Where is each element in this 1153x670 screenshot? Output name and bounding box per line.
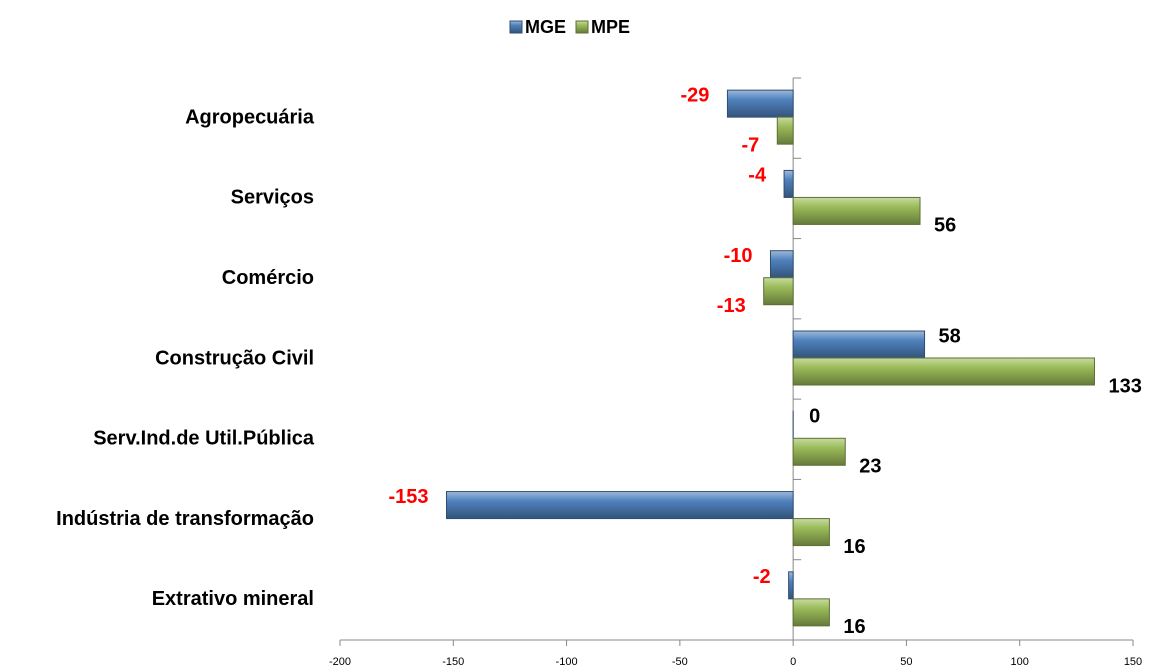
bar: [792, 196, 921, 225]
x-tick-label: 150: [1124, 656, 1142, 668]
category-label: Construção Civil: [155, 347, 314, 369]
x-tick-label: 0: [790, 656, 796, 668]
value-label: -10: [724, 245, 753, 267]
bar: [445, 491, 794, 520]
legend-label: MGE: [525, 17, 566, 37]
value-label: -2: [753, 566, 771, 588]
x-tick-label: -100: [556, 656, 578, 668]
bar: [769, 250, 794, 279]
bar: [763, 277, 794, 306]
value-label: 16: [843, 616, 865, 638]
bar: [726, 89, 794, 118]
value-label: 58: [939, 325, 961, 347]
x-tick-label: 50: [900, 656, 912, 668]
category-label: Comércio: [222, 267, 314, 289]
bar: [776, 116, 794, 145]
value-label: 23: [859, 456, 881, 478]
category-label: Serv.Ind.de Util.Pública: [93, 428, 315, 450]
value-label: 0: [809, 406, 820, 428]
bar: [788, 571, 794, 600]
category-label: Agropecuária: [185, 106, 315, 128]
category-label: Extrativo mineral: [152, 588, 314, 610]
x-tick-label: 100: [1011, 656, 1029, 668]
bar: [792, 518, 830, 547]
legend-label: MPE: [591, 17, 630, 37]
value-label: -29: [681, 84, 710, 106]
bar: [792, 437, 846, 466]
x-tick-label: -50: [672, 656, 688, 668]
x-tick-label: -150: [442, 656, 464, 668]
category-label: Serviços: [231, 187, 314, 209]
value-label: -153: [388, 486, 428, 508]
value-label: -7: [741, 134, 759, 156]
value-label: -4: [748, 165, 767, 187]
category-label: Indústria de transformação: [56, 508, 314, 530]
x-tick-label: -200: [329, 656, 351, 668]
legend-swatch: [509, 20, 523, 34]
value-label: -13: [717, 295, 746, 317]
value-label: 56: [934, 215, 956, 237]
value-label: 16: [843, 536, 865, 558]
bar: [792, 330, 926, 359]
bar: [792, 357, 1095, 386]
bar: [792, 598, 830, 627]
value-label: 133: [1108, 375, 1141, 397]
legend-swatch: [575, 20, 589, 34]
bar: [783, 169, 794, 198]
